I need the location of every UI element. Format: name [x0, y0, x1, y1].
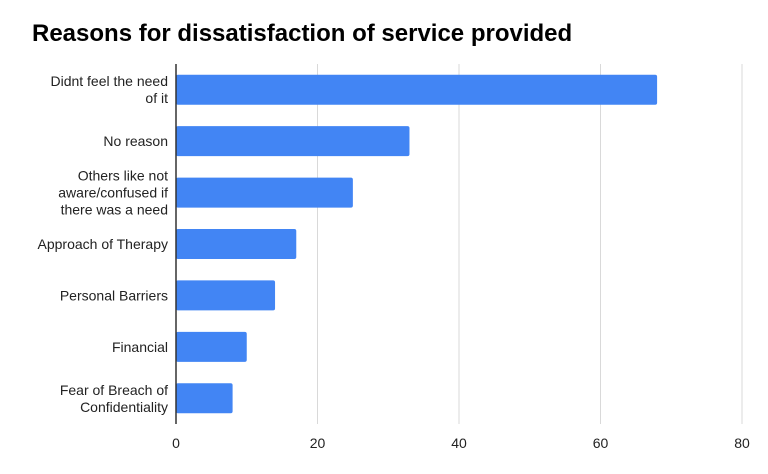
category-label-5: Financial [112, 339, 168, 355]
x-tick-label-40: 40 [451, 435, 467, 451]
x-tick-label-20: 20 [310, 435, 326, 451]
bar-2: Others like not aware/confused if there … [176, 177, 353, 208]
category-label-2: Others like not aware/confused if there wa… [58, 168, 168, 218]
x-tick-label-80: 80 [734, 435, 750, 451]
bar-0: Didnt feel the need of it: 68 [176, 74, 658, 105]
x-tick-label-60: 60 [593, 435, 609, 451]
category-label-0: Didnt feel the need of it [50, 73, 168, 106]
category-label-4: Personal Barriers [60, 287, 168, 303]
category-label-6: Fear of Breach of Confidentiality [60, 382, 168, 415]
category-label-1: No reason [103, 133, 168, 149]
bar-1: No reason: 33 [176, 126, 410, 157]
category-label-3: Approach of Therapy [38, 236, 169, 252]
x-tick-label-0: 0 [172, 435, 180, 451]
bar-4: Personal Barriers: 14 [176, 280, 276, 311]
chart-title: Reasons for dissatisfaction of service p… [32, 20, 573, 47]
bar-6: Fear of Breach of Confidentiality: 8 [176, 383, 233, 414]
bar-5: Financial: 10 [176, 331, 247, 362]
bar-3: Approach of Therapy: 17 [176, 229, 297, 259]
